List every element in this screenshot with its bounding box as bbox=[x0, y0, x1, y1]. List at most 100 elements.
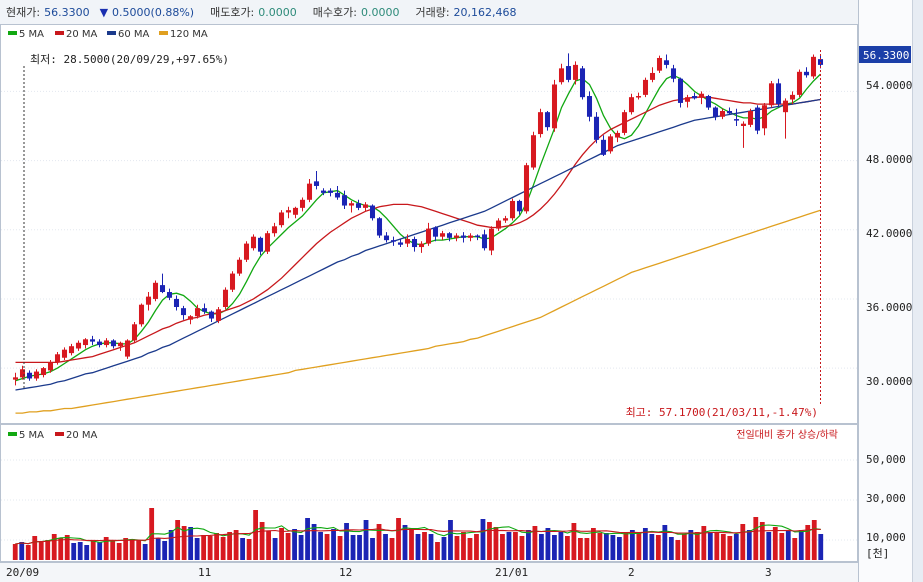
candle-body bbox=[236, 259, 243, 274]
volume-bar bbox=[681, 534, 687, 560]
current-price-tag-text: 56.3300 bbox=[863, 49, 909, 62]
candle-body bbox=[313, 181, 320, 186]
candle-body bbox=[663, 60, 670, 65]
volume-bar bbox=[292, 529, 297, 560]
volume-bar bbox=[746, 530, 752, 560]
volume-bar bbox=[519, 536, 525, 560]
candle-body bbox=[453, 235, 460, 238]
volume-bar bbox=[636, 533, 642, 560]
candle-body bbox=[103, 340, 110, 346]
volume-bar bbox=[720, 534, 726, 560]
volume-bar bbox=[370, 538, 375, 560]
volume-bar bbox=[526, 530, 531, 560]
volume-bar bbox=[246, 539, 252, 560]
volume-bars bbox=[12, 508, 824, 560]
volume-bar bbox=[155, 538, 161, 560]
candle-body bbox=[775, 83, 782, 105]
volume-ma20-line bbox=[15, 528, 821, 545]
candle-body bbox=[180, 308, 187, 316]
volume-bar bbox=[38, 541, 44, 560]
volume-bar bbox=[733, 534, 739, 560]
candle-body bbox=[68, 346, 75, 354]
legend-swatch-ma20 bbox=[55, 31, 64, 35]
candlesticks bbox=[12, 53, 824, 386]
candle-body bbox=[733, 119, 740, 121]
candle-body bbox=[61, 349, 68, 358]
candle-body bbox=[614, 132, 621, 138]
candle-body bbox=[348, 203, 355, 206]
annotations bbox=[23, 50, 821, 404]
volume-bar bbox=[493, 527, 499, 560]
candle-body bbox=[362, 204, 369, 208]
candle-body bbox=[26, 372, 33, 379]
volume-bar bbox=[629, 530, 635, 560]
candle-body bbox=[740, 123, 747, 126]
ma120-line bbox=[15, 209, 821, 414]
volume-bar bbox=[194, 538, 200, 560]
volume-bar bbox=[798, 530, 804, 560]
volume-bar bbox=[753, 517, 759, 560]
candle-body bbox=[558, 68, 565, 83]
candle-body bbox=[334, 192, 341, 198]
volume-bar bbox=[136, 540, 142, 560]
candle-body bbox=[159, 285, 166, 293]
candle-body bbox=[607, 136, 614, 152]
candle-body bbox=[684, 97, 691, 102]
candle-body bbox=[474, 235, 481, 238]
candle-body bbox=[187, 316, 194, 320]
candle-body bbox=[215, 309, 222, 321]
candle-body bbox=[82, 339, 89, 346]
candle-body bbox=[425, 228, 432, 244]
candle-body bbox=[19, 369, 26, 378]
candle-body bbox=[418, 243, 425, 248]
window-scrollbar[interactable] bbox=[912, 0, 923, 582]
x-tick-feb: 2 bbox=[628, 566, 635, 579]
candle-body bbox=[656, 57, 663, 71]
candle-body bbox=[320, 190, 327, 193]
volume-bar bbox=[428, 534, 434, 560]
candle-body bbox=[271, 226, 278, 234]
change-value: 0.5000(0.88%) bbox=[112, 5, 195, 19]
price-moving-averages bbox=[15, 73, 821, 414]
candle-body bbox=[551, 84, 558, 129]
candle-body bbox=[12, 377, 19, 380]
volume-y-axis: 50,000 30,000 10,000 [천] bbox=[866, 453, 906, 560]
volume-value: 20,162,468 bbox=[453, 5, 517, 19]
candle-body bbox=[509, 200, 516, 219]
candle-body bbox=[124, 340, 131, 357]
candle-body bbox=[229, 273, 236, 290]
candle-body bbox=[523, 165, 530, 212]
price-tick-2: 48.0000 bbox=[866, 153, 912, 166]
candle-body bbox=[75, 342, 82, 349]
volume-bar bbox=[376, 524, 382, 560]
volume-gridlines bbox=[1, 459, 857, 541]
volume-bar bbox=[227, 532, 233, 560]
candle-body bbox=[691, 96, 698, 99]
candle-body bbox=[54, 354, 61, 363]
candle-body bbox=[292, 207, 299, 215]
candle-body bbox=[572, 64, 579, 80]
candle-body bbox=[432, 227, 439, 237]
volume-ma5-line bbox=[15, 524, 821, 545]
volume-bar bbox=[701, 526, 707, 560]
volume-bar bbox=[84, 545, 90, 560]
candle-body bbox=[761, 105, 768, 129]
legend-swatch-ma60 bbox=[107, 31, 116, 35]
volume-tick-1: 50,000 bbox=[866, 453, 906, 466]
volume-bar bbox=[71, 543, 77, 560]
volume-bar bbox=[441, 537, 447, 560]
volume-bar bbox=[116, 543, 122, 560]
volume-bar bbox=[454, 536, 460, 560]
candle-body bbox=[264, 233, 271, 252]
volume-bar bbox=[590, 528, 596, 560]
candle-body bbox=[782, 100, 789, 113]
price-tick-1: 54.0000 bbox=[866, 79, 912, 92]
candle-body bbox=[460, 235, 467, 238]
candle-body bbox=[306, 183, 313, 200]
volume-bar bbox=[558, 532, 564, 560]
volume-bar bbox=[19, 542, 25, 560]
candle-body bbox=[810, 56, 817, 77]
volume-bar bbox=[337, 536, 343, 560]
volume-bar bbox=[565, 536, 570, 560]
